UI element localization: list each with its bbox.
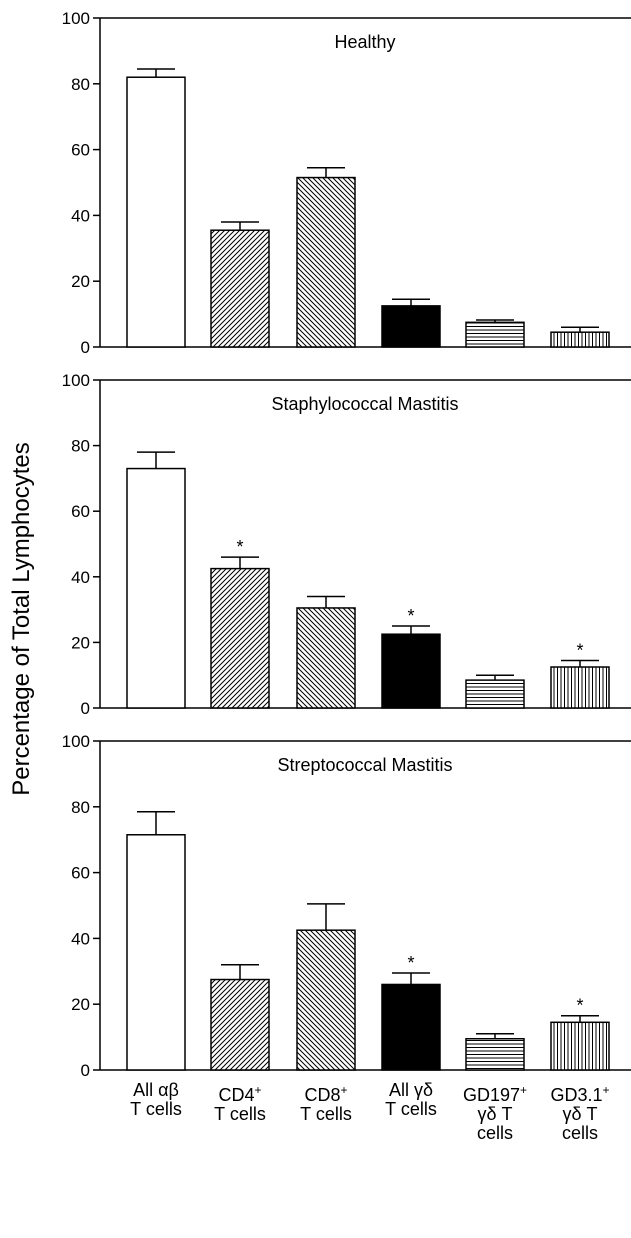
chart-panel-1: 0 20 40 60 80 100 Healthy <box>62 9 631 357</box>
x-category-line1: All αβ <box>133 1080 179 1100</box>
y-tick-label: 0 <box>81 338 90 357</box>
bar <box>210 567 270 709</box>
x-category-line1: All γδ <box>388 1080 434 1100</box>
bar <box>210 978 270 1071</box>
bar <box>465 321 525 348</box>
bar <box>465 1037 525 1071</box>
bar <box>381 633 441 709</box>
x-category-label: All γδ T cells <box>361 1081 461 1119</box>
significance-marker: * <box>576 996 583 1016</box>
y-tick-label: 60 <box>71 141 90 160</box>
y-tick-label: 20 <box>71 633 90 652</box>
bar <box>465 679 525 709</box>
significance-marker: * <box>576 640 583 660</box>
chart-panel-3: 0 20 40 60 80 100 Streptococcal Mastitis * * <box>62 732 631 1080</box>
bar <box>550 1021 610 1071</box>
y-tick-label: 0 <box>81 699 90 718</box>
y-tick-label: 80 <box>71 75 90 94</box>
significance-marker: * <box>407 606 414 626</box>
chart-panel-2: 0 20 40 60 80 100 Staphylococcal Mastitis * * * <box>62 371 631 718</box>
y-tick-label: 40 <box>71 929 90 948</box>
y-tick-label: 80 <box>71 437 90 456</box>
x-category-line3: cells <box>561 1123 598 1143</box>
bar <box>126 76 186 348</box>
y-tick-label: 20 <box>71 995 90 1014</box>
y-tick-label: 40 <box>71 206 90 225</box>
x-category-line3: cells <box>476 1123 513 1143</box>
bar <box>550 331 610 348</box>
x-category-line2: T cells <box>130 1099 182 1119</box>
y-tick-label: 0 <box>81 1061 90 1080</box>
bar <box>381 305 441 348</box>
bar <box>126 467 186 709</box>
bar <box>296 929 356 1071</box>
x-category-line1: CD8+ <box>304 1083 348 1105</box>
y-tick-label: 100 <box>62 732 90 751</box>
x-category-line1: GD3.1+ <box>550 1083 610 1105</box>
y-tick-label: 60 <box>71 864 90 883</box>
y-tick-label: 40 <box>71 568 90 587</box>
x-category-label: CD4+ T cells <box>190 1081 290 1124</box>
bar <box>381 983 441 1071</box>
significance-marker: * <box>407 953 414 973</box>
x-category-label: CD8+ T cells <box>276 1081 376 1124</box>
x-category-line2: γδ T <box>562 1104 598 1124</box>
bar <box>126 834 186 1071</box>
x-category-line1: GD197+ <box>462 1083 528 1105</box>
y-tick-label: 100 <box>62 9 90 28</box>
bar <box>296 176 356 348</box>
x-category-label: All αβ T cells <box>106 1081 206 1119</box>
x-category-line2: T cells <box>214 1104 266 1124</box>
y-tick-label: 100 <box>62 371 90 390</box>
x-category-line2: γδ T <box>477 1104 513 1124</box>
x-category-line2: T cells <box>300 1104 352 1124</box>
y-tick-label: 60 <box>71 502 90 521</box>
bar <box>210 229 270 348</box>
x-category-line2: T cells <box>385 1099 437 1119</box>
bar <box>550 666 610 709</box>
bar <box>296 607 356 709</box>
y-tick-label: 80 <box>71 798 90 817</box>
panel-title: Healthy <box>334 32 395 52</box>
significance-marker: * <box>236 537 243 557</box>
panel-title: Streptococcal Mastitis <box>277 755 452 775</box>
panel-title: Staphylococcal Mastitis <box>271 394 458 414</box>
x-category-line1: CD4+ <box>218 1083 262 1105</box>
y-tick-label: 20 <box>71 272 90 291</box>
